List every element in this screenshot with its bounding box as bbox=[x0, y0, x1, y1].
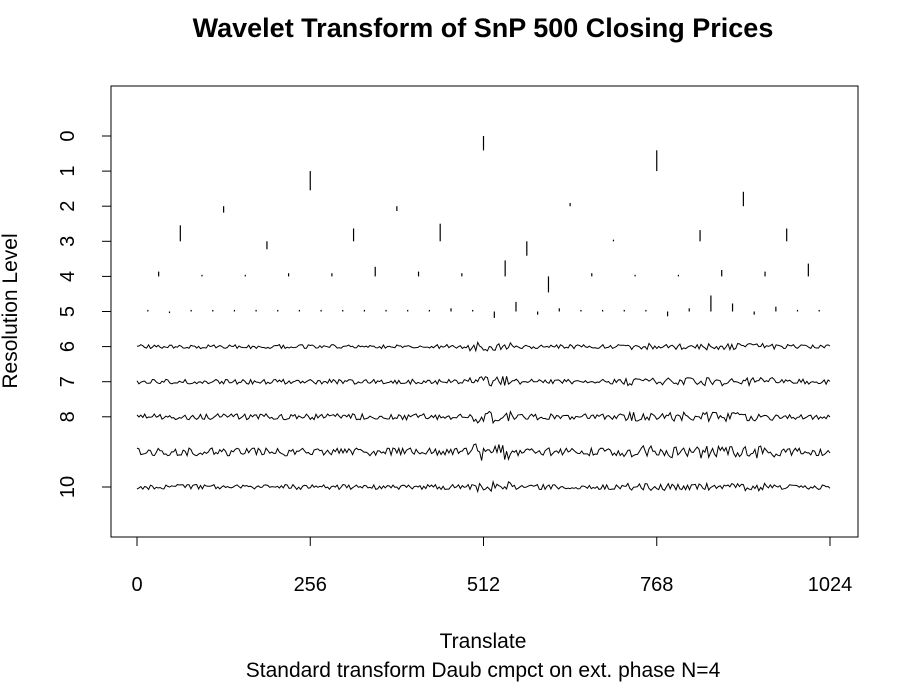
y-tick-label: 2 bbox=[57, 201, 79, 212]
x-tick-label: 512 bbox=[467, 574, 500, 596]
x-tick-label: 768 bbox=[640, 574, 673, 596]
level-7-coefficient-trace bbox=[136, 376, 831, 388]
x-tick-label: 1024 bbox=[808, 574, 853, 596]
y-tick-label: 8 bbox=[57, 411, 79, 422]
level-10-coefficient-trace bbox=[136, 479, 831, 494]
level-8-coefficient-trace bbox=[136, 410, 831, 425]
y-tick-label: 0 bbox=[57, 130, 79, 141]
y-tick-label: 1 bbox=[57, 166, 79, 177]
chart-subtitle: Standard transform Daub cmpct on ext. ph… bbox=[246, 659, 721, 682]
plot-frame bbox=[110, 85, 859, 538]
level-6-coefficient-trace bbox=[136, 340, 831, 353]
chart-title: Wavelet Transform of SnP 500 Closing Pri… bbox=[193, 13, 774, 43]
y-axis-label: Resolution Level bbox=[0, 233, 22, 388]
x-tick-label: 256 bbox=[294, 574, 327, 596]
x-axis-label: Translate bbox=[440, 630, 527, 653]
y-tick-label: 4 bbox=[57, 271, 79, 282]
y-axis: 0 1 2 3 4 5 6 7 8 10 bbox=[57, 130, 112, 498]
level-9-coefficient-trace bbox=[136, 443, 831, 462]
x-tick-label: 0 bbox=[131, 574, 142, 596]
y-tick-label: 6 bbox=[57, 341, 79, 352]
coefficient-marks bbox=[136, 136, 831, 494]
y-tick-label: 5 bbox=[57, 306, 79, 317]
x-axis: 0 256 512 768 1024 bbox=[131, 536, 853, 596]
y-tick-label: 3 bbox=[57, 236, 79, 247]
y-tick-label: 7 bbox=[57, 376, 79, 387]
y-tick-label: 10 bbox=[57, 476, 79, 498]
